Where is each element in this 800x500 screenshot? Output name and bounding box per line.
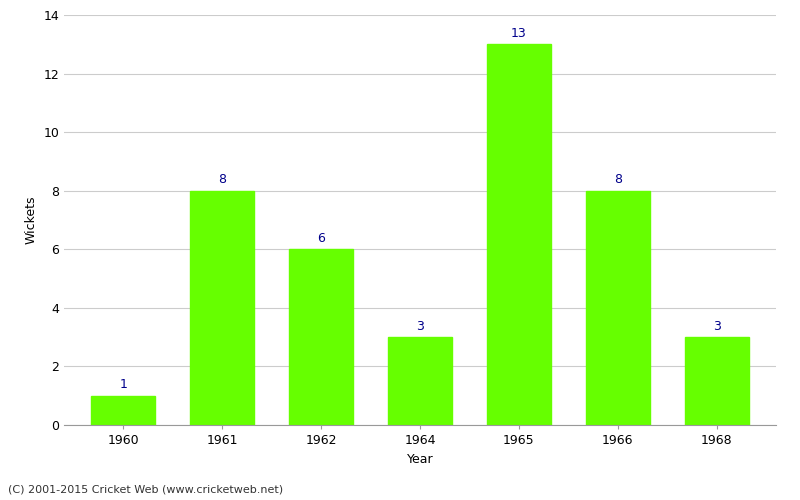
Bar <box>586 190 650 425</box>
Text: 3: 3 <box>713 320 721 333</box>
Bar <box>388 337 452 425</box>
X-axis label: Year: Year <box>406 452 434 466</box>
Bar <box>289 250 354 425</box>
Bar <box>190 190 254 425</box>
Bar <box>91 396 155 425</box>
Text: 8: 8 <box>614 174 622 186</box>
Text: 13: 13 <box>511 27 526 40</box>
Text: 1: 1 <box>119 378 127 392</box>
Y-axis label: Wickets: Wickets <box>25 196 38 244</box>
Text: 6: 6 <box>317 232 325 245</box>
Text: (C) 2001-2015 Cricket Web (www.cricketweb.net): (C) 2001-2015 Cricket Web (www.cricketwe… <box>8 485 283 495</box>
Text: 3: 3 <box>416 320 424 333</box>
Text: 8: 8 <box>218 174 226 186</box>
Bar <box>486 44 551 425</box>
Bar <box>685 337 749 425</box>
